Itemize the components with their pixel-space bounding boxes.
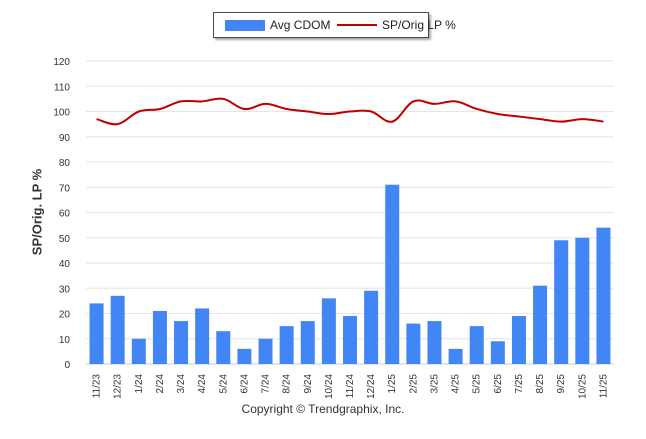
legend-label-sp-orig-lp: SP/Orig LP % <box>382 18 456 32</box>
grid-lines <box>86 60 614 365</box>
y-axis-label: SP/Orig. LP % <box>29 168 45 256</box>
line-series <box>96 97 604 126</box>
bar-avg-cdom <box>469 326 484 364</box>
bar-avg-cdom <box>258 338 273 364</box>
legend-label-avg-cdom: Avg CDOM <box>270 18 331 32</box>
bar-avg-cdom <box>427 321 442 364</box>
x-tick-label: 8/25 <box>535 374 546 394</box>
y-tick-label: 110 <box>54 82 70 93</box>
y-tick-label: 30 <box>59 284 71 295</box>
bar-avg-cdom <box>490 341 505 364</box>
x-tick-label: 3/24 <box>176 374 187 394</box>
bar-avg-cdom <box>152 310 167 364</box>
y-tick-label: 100 <box>53 108 70 119</box>
bar-avg-cdom <box>321 298 336 364</box>
x-tick-label: 11/25 <box>598 374 609 399</box>
y-tick-label: 0 <box>64 360 70 371</box>
x-tick-label: 6/24 <box>239 374 250 394</box>
bar-avg-cdom <box>174 321 189 364</box>
y-tick-labels: 0 10 20 30 40 50 60 70 80 90 100 110 120 <box>53 57 70 371</box>
bar-series <box>89 184 611 364</box>
legend-swatch-avg-cdom <box>225 20 265 31</box>
x-tick-label: 10/24 <box>324 374 335 399</box>
x-tick-label: 2/24 <box>155 374 166 394</box>
x-tick-label: 9/25 <box>556 374 567 394</box>
bar-avg-cdom <box>131 338 146 364</box>
bar-avg-cdom <box>300 321 315 364</box>
y-tick-label: 20 <box>59 310 71 321</box>
bar-avg-cdom <box>385 184 400 364</box>
x-tick-label: 11/24 <box>345 374 356 399</box>
y-tick-label: 50 <box>59 234 71 245</box>
x-tick-label: 8/24 <box>282 374 293 394</box>
x-tick-label: 7/25 <box>514 374 525 394</box>
x-tick-label: 11/23 <box>92 374 103 399</box>
bar-avg-cdom <box>110 295 125 364</box>
y-tick-label: 120 <box>53 57 70 68</box>
x-tick-label: 12/23 <box>113 374 124 399</box>
x-tick-label: 6/25 <box>493 374 504 394</box>
x-tick-labels: 11/23 12/23 1/24 2/24 3/24 4/24 5/24 6/24 7/24 8/… <box>92 374 610 399</box>
bar-avg-cdom <box>554 240 569 364</box>
legend-swatch-sp-orig-lp <box>337 24 377 26</box>
bar-avg-cdom <box>511 316 526 364</box>
y-tick-label: 90 <box>59 133 71 144</box>
x-tick-label: 4/25 <box>451 374 462 394</box>
bar-avg-cdom <box>343 316 357 364</box>
x-tick-label: 5/25 <box>472 374 483 394</box>
bar-avg-cdom <box>575 237 590 364</box>
x-tick-label: 3/25 <box>429 374 440 394</box>
x-tick-label: 12/24 <box>366 374 377 399</box>
copyright-text: Copyright © Trendgraphix, Inc. <box>241 402 405 416</box>
x-tick-label: 2/25 <box>408 374 419 394</box>
y-tick-label: 10 <box>59 335 71 346</box>
bar-avg-cdom <box>89 303 104 364</box>
x-tick-label: 9/24 <box>303 374 314 394</box>
y-tick-label: 70 <box>59 183 71 194</box>
bar-avg-cdom <box>237 348 252 364</box>
legend: Avg CDOM SP/Orig LP % <box>213 12 456 38</box>
bar-avg-cdom <box>195 308 210 364</box>
x-tick-label: 4/24 <box>197 374 208 394</box>
bar-avg-cdom <box>216 331 231 364</box>
y-tick-label: 60 <box>59 209 71 220</box>
bar-avg-cdom <box>533 285 548 364</box>
bar-avg-cdom <box>406 323 421 364</box>
bar-avg-cdom <box>279 326 294 364</box>
x-tick-label: 1/24 <box>134 374 145 394</box>
x-tick-label: 1/25 <box>387 374 398 394</box>
line-sp-orig-lp <box>96 97 604 126</box>
bar-avg-cdom <box>596 227 611 364</box>
y-tick-label: 40 <box>59 259 71 270</box>
x-tick-label: 7/24 <box>261 374 272 394</box>
bar-avg-cdom <box>364 290 379 364</box>
x-tick-label: 5/24 <box>218 374 229 394</box>
bar-avg-cdom <box>448 348 463 364</box>
x-tick-label: 10/25 <box>577 374 588 399</box>
y-tick-label: 80 <box>59 158 71 169</box>
